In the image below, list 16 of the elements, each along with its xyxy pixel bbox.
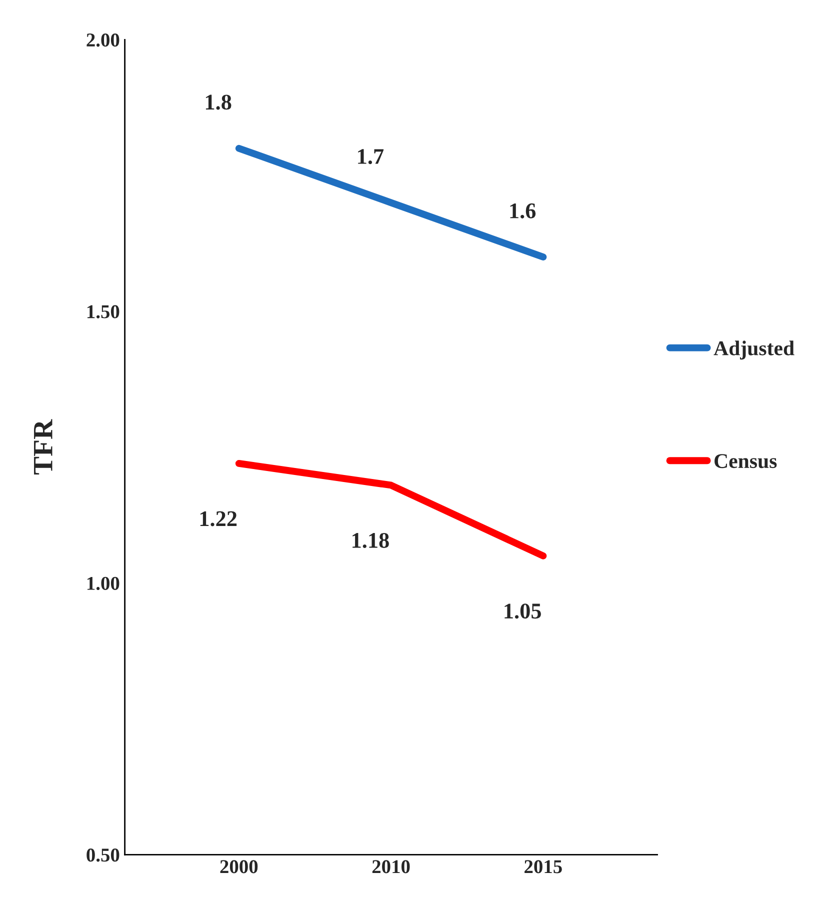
x-tick-label: 2000 — [220, 860, 258, 874]
data-label: 1.8 — [206, 94, 232, 110]
legend-label: Census — [714, 454, 777, 468]
legend-label: Adjusted — [714, 340, 794, 360]
y-tick-label: 1.00 — [87, 576, 120, 590]
data-label: 1.6 — [510, 203, 536, 218]
x-tick-label: 2010 — [372, 860, 410, 874]
y-axis-title: TFR — [34, 419, 52, 475]
data-label: 1.18 — [352, 532, 389, 548]
data-label: 1.05 — [504, 604, 541, 619]
data-label: 1.22 — [200, 511, 237, 526]
y-tick-label: 1.50 — [87, 305, 120, 318]
data-label: 1.7 — [358, 149, 384, 164]
y-tick-label: 0.50 — [86, 848, 120, 862]
x-tick-label: 2015 — [524, 860, 562, 874]
y-tick-label: 2.00 — [86, 34, 120, 47]
